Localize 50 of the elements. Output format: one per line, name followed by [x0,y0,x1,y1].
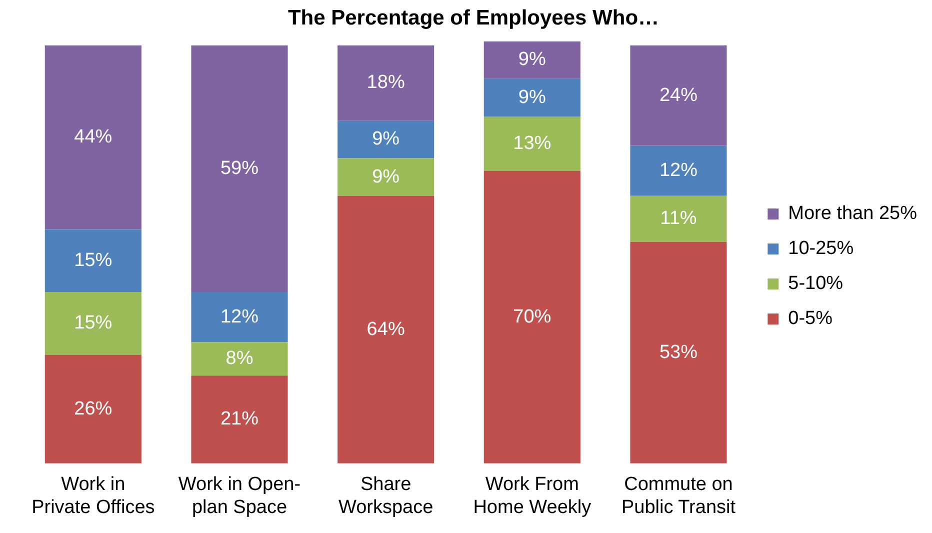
bar [338,45,434,121]
bar [484,41,580,79]
bar [44,292,142,355]
data-label: 9% [518,86,546,108]
data-label: 24% [659,84,698,106]
data-label: 11% [660,208,697,230]
data-label: 9% [518,49,546,70]
bar [484,170,580,464]
data-label: 9% [372,128,400,150]
data-label: 15% [74,250,112,271]
data-label: 21% [220,408,259,430]
data-label: 64% [366,318,405,340]
x-tick-label: Share Workspace [338,474,434,518]
data-label: 53% [659,342,698,363]
bar [338,120,434,158]
bar [191,376,288,464]
legend-label: 5-10% [788,273,844,294]
x-tick-label: Commute on Public Transit [621,474,736,518]
x-tick-label: Work in Private Offices [32,474,155,518]
data-label: 15% [74,312,112,334]
bar [630,45,727,146]
data-label: 44% [74,126,112,148]
data-label: 70% [513,306,552,328]
data-label: 59% [220,158,259,179]
legend-label: 10-25% [788,238,854,260]
bar [44,229,142,292]
bar [191,292,288,342]
data-label: 18% [366,72,405,94]
bar [630,196,727,242]
x-tick-label: Work From Home Weekly [473,474,592,518]
bar [630,242,727,464]
bar [44,354,142,464]
data-label: 9% [372,166,400,188]
data-label: 26% [74,398,112,420]
data-label: 13% [513,132,552,154]
bar [484,78,580,116]
bar [338,196,434,464]
bar [630,146,727,196]
bar [44,45,142,230]
chart-title: The Percentage of Employees Who… [288,6,660,30]
data-label: 8% [226,348,254,370]
data-label: 12% [220,306,259,328]
bar [338,158,434,196]
bar [191,342,288,376]
x-tick-label: Work in Open- plan Space [178,474,301,518]
data-label: 12% [659,160,698,182]
legend-label: 0-5% [788,308,833,330]
bar [484,116,580,171]
legend-label: More than 25% [788,203,918,224]
bar [191,45,288,292]
